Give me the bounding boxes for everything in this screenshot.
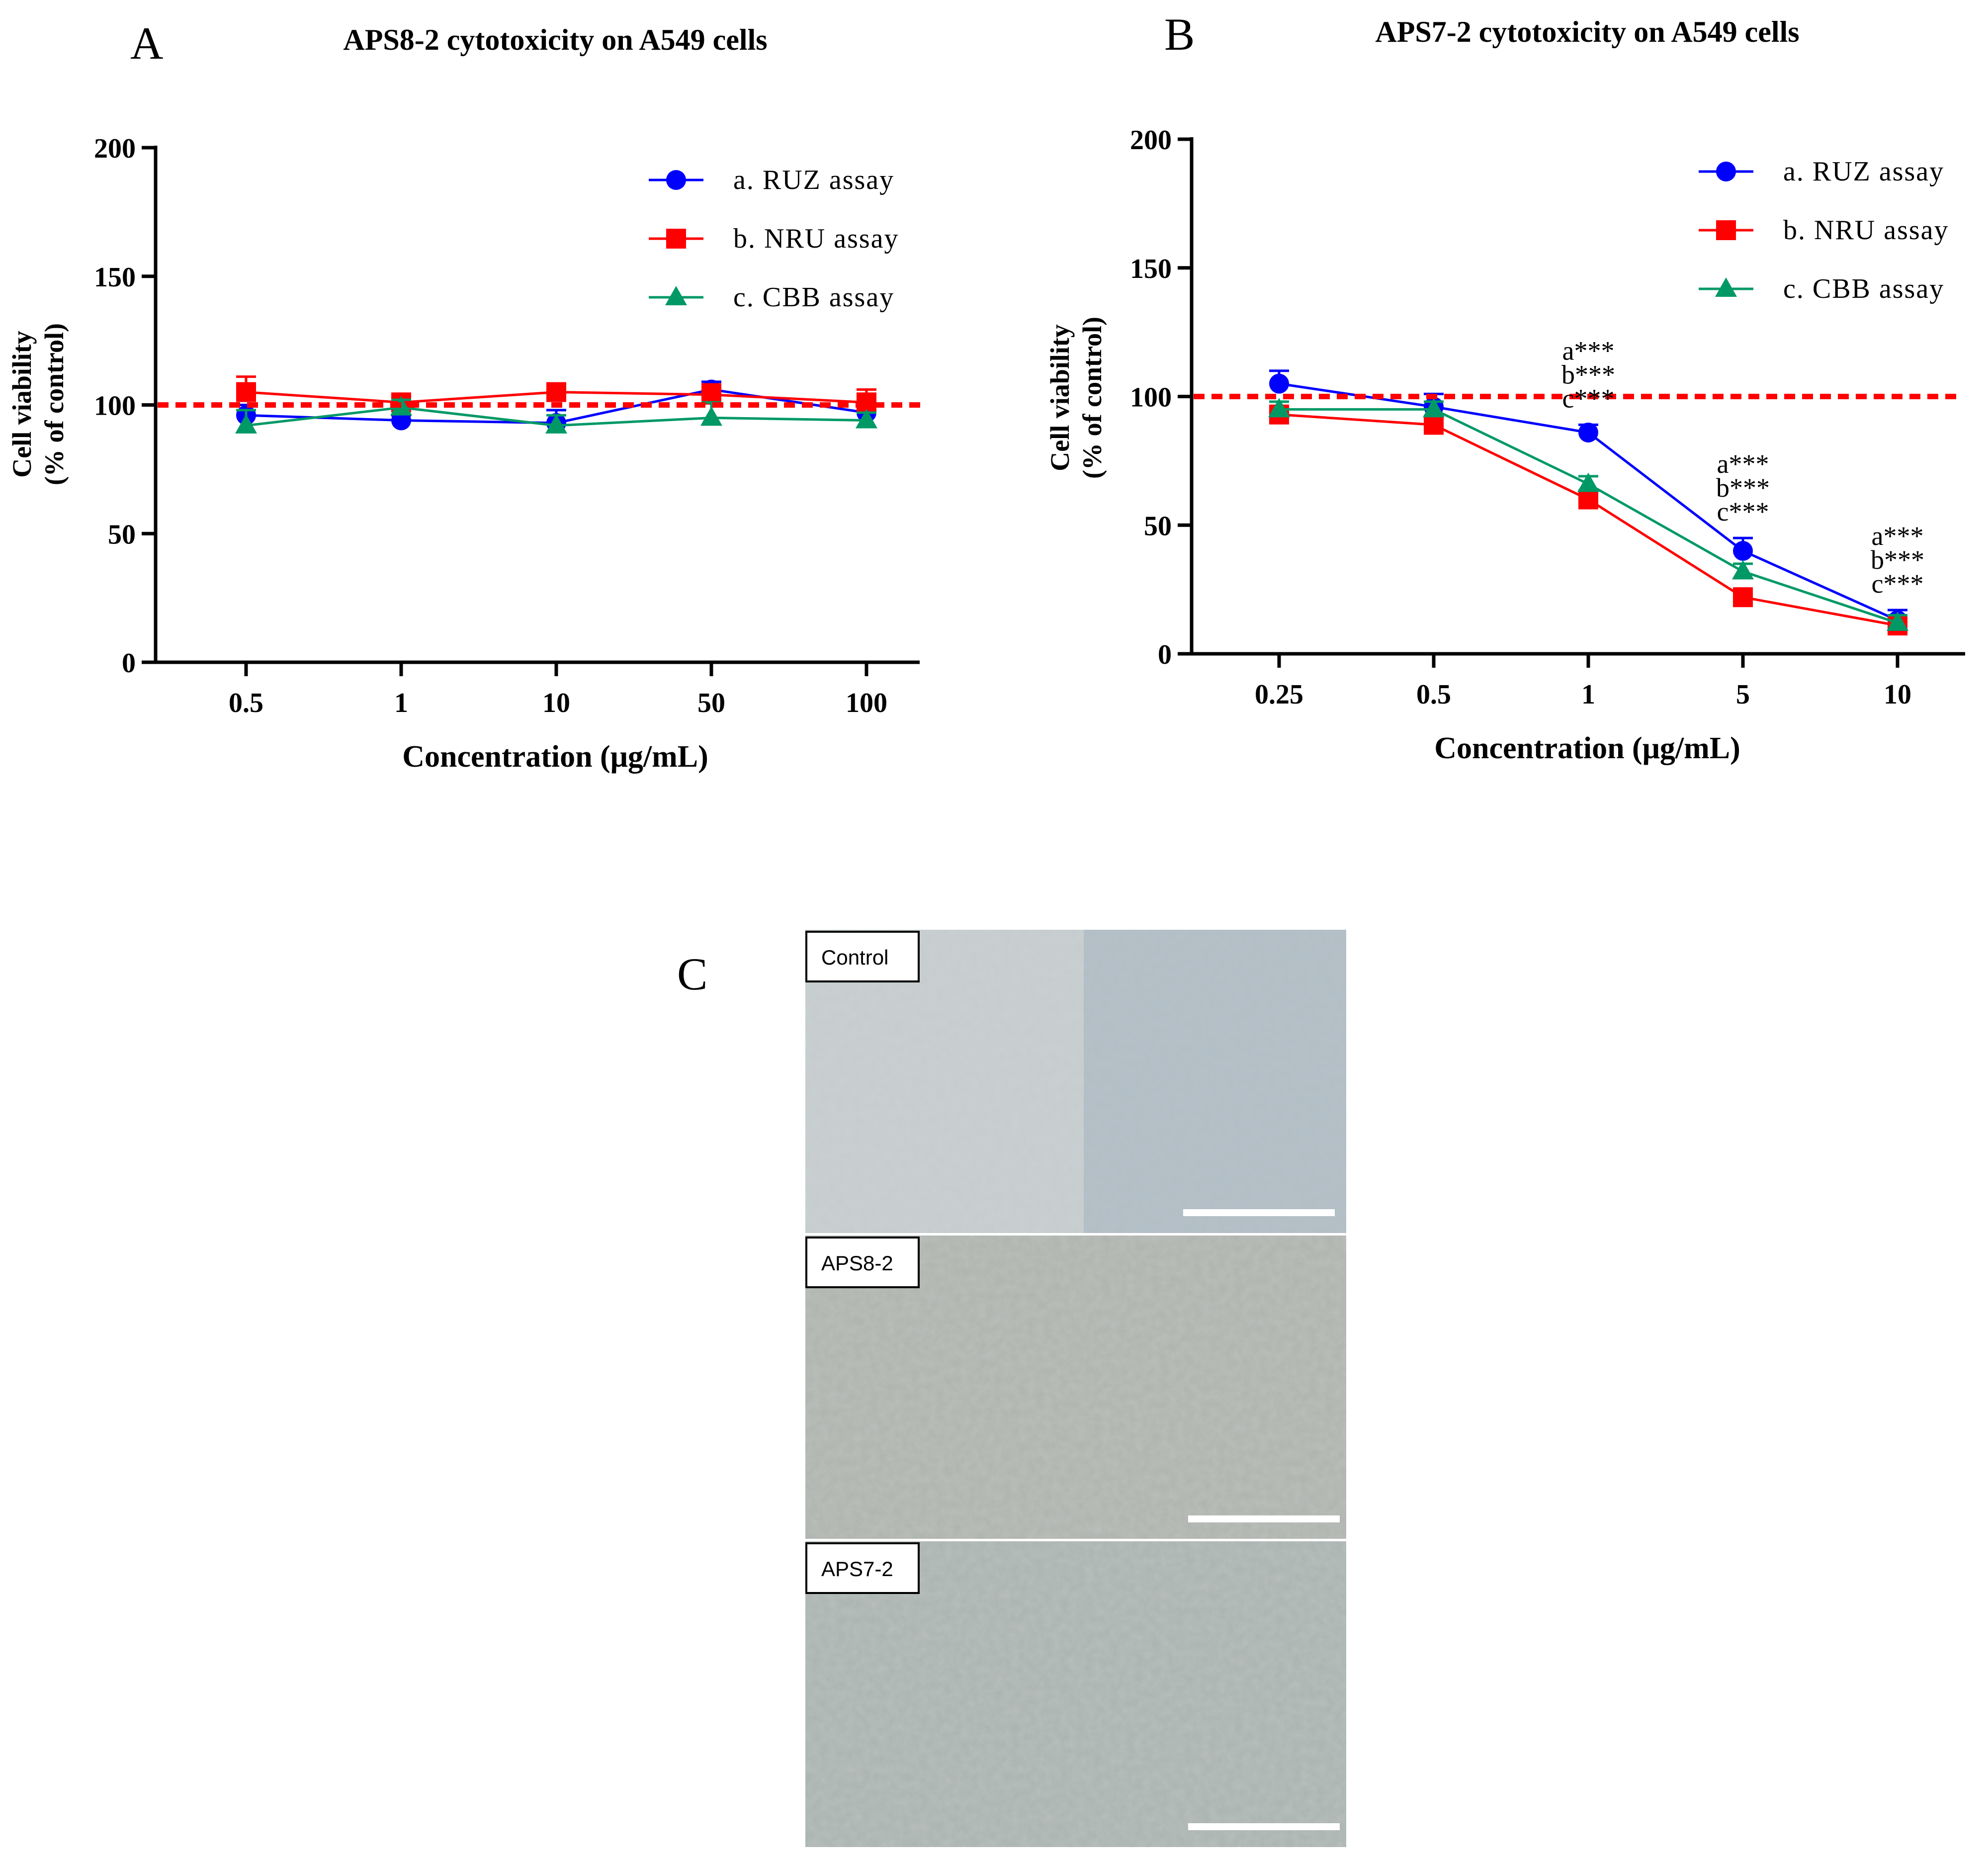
micrograph-control-tint <box>1084 930 1346 1233</box>
panel-a-plot: 0 50 100 150 200 0.5 1 10 50 100 a. RUZ assay b. NR… <box>94 133 921 718</box>
panel-b-marker-circle <box>1269 373 1289 394</box>
panel-a-xtick-label: 10 <box>542 688 570 718</box>
panel-b-xtick-label: 0.25 <box>1255 679 1303 710</box>
micrograph-aps7-2-label: APS7-2 <box>821 1557 893 1581</box>
panel-b-marker-triangle <box>1732 560 1754 580</box>
panel-b-significance-label: c*** <box>1872 569 1924 599</box>
panel-a-xtick-label: 50 <box>697 688 725 718</box>
panel-b-significance-label: a*** <box>1717 449 1769 479</box>
micrograph-control: Control <box>805 930 1346 1233</box>
panel-a-legend-marker-square <box>666 229 686 249</box>
panel-b-xlabel: Concentration (μg/mL) <box>1434 731 1740 765</box>
panel-b-letter: B <box>1164 9 1195 60</box>
panel-c-letter: C <box>677 949 707 999</box>
panel-b-legend-label-3: c. CBB assay <box>1783 273 1944 304</box>
panel-b-marker-square <box>1578 489 1598 510</box>
panel-b-ytick-label: 150 <box>1130 254 1172 284</box>
panel-a-ylabel-line2: (% of control) <box>39 323 69 485</box>
micrograph-aps8-2: APS8-2 <box>805 1236 1346 1539</box>
panel-a-ytick-label: 100 <box>94 391 136 422</box>
panel-b-significance-label: a*** <box>1872 521 1924 551</box>
panel-b-significance-label: c*** <box>1717 497 1769 527</box>
panel-a-xtick-label: 100 <box>846 688 887 718</box>
panel-a-ytick-label: 0 <box>122 648 136 679</box>
micrograph-control-label: Control <box>821 946 888 969</box>
micrograph-aps7-2: APS7-2 <box>805 1541 1346 1847</box>
panel-b-legend-marker-circle <box>1716 162 1736 181</box>
panel-a-ytick-label: 50 <box>108 519 136 550</box>
panel-b-significance-label: b*** <box>1716 473 1770 503</box>
panel-b-title: APS7-2 cytotoxicity on A549 cells <box>1375 15 1799 48</box>
panel-b-legend-marker-triangle <box>1715 277 1737 297</box>
panel-a-legend-marker-triangle <box>665 286 687 305</box>
panel-b-ytick-label: 200 <box>1130 125 1172 156</box>
panel-b-xtick-label: 10 <box>1884 679 1911 710</box>
panel-b-ytick-label: 50 <box>1144 511 1172 541</box>
panel-b-marker-triangle <box>1268 398 1290 418</box>
panel-b-ytick-label: 100 <box>1130 382 1172 413</box>
panel-b-xtick-label: 0.5 <box>1416 679 1451 710</box>
micrograph-aps7-2-scale-bar <box>1188 1823 1340 1830</box>
panel-b-ylabel-line1: Cell viability <box>1045 324 1075 471</box>
panel-b-legend-label-2: b. NRU assay <box>1783 215 1949 246</box>
panel-a-marker-triangle <box>545 414 567 434</box>
micrograph-control-label-box <box>805 931 920 982</box>
panel-b: B APS7-2 cytotoxicity on A549 cells 0 50 1… <box>1045 9 1965 765</box>
panel-a-marker-square <box>236 382 256 402</box>
panel-a-legend-label-2: b. NRU assay <box>733 223 899 254</box>
micrograph-control-scale-bar <box>1183 1209 1335 1216</box>
panel-b-significance-label: c*** <box>1562 383 1615 413</box>
micrograph-aps8-2-label: APS8-2 <box>821 1251 893 1275</box>
panel-b-marker-triangle <box>1423 398 1445 418</box>
panel-b-xtick-label: 1 <box>1581 679 1595 710</box>
panel-a-letter: A <box>130 18 163 69</box>
panel-a-xtick-label: 1 <box>394 688 408 718</box>
panel-a-ylabel-line1: Cell viability <box>7 331 37 478</box>
panel-a-xlabel: Concentration (μg/mL) <box>402 740 708 774</box>
panel-b-marker-triangle <box>1887 611 1908 631</box>
panel-a-legend-label-1: a. RUZ assay <box>733 165 894 195</box>
panel-b-marker-circle <box>1733 541 1753 561</box>
panel-b-marker-square <box>1424 415 1444 435</box>
panel-b-significance-label: b*** <box>1561 359 1615 389</box>
panel-b-plot: 0 50 100 150 200 0.25 0.5 1 5 10 a. RUZ assay b. NR… <box>1130 125 1965 710</box>
panel-a-title: APS8-2 cytotoxicity on A549 cells <box>343 23 767 56</box>
panel-a-marker-triangle <box>235 414 257 434</box>
panel-a-legend-label-3: c. CBB assay <box>733 282 894 313</box>
panel-a-xtick-label: 0.5 <box>229 688 263 718</box>
panel-b-ylabel-line2: (% of control) <box>1077 317 1107 479</box>
panel-a-marker-triangle <box>700 406 722 426</box>
panel-b-legend-label-1: a. RUZ assay <box>1783 156 1944 187</box>
panel-c: C Control APS8-2 APS7-2 <box>677 930 1346 1847</box>
panel-b-ytick-label: 0 <box>1158 639 1172 670</box>
panel-a-ytick-label: 200 <box>94 133 136 164</box>
panel-b-marker-circle <box>1578 422 1598 442</box>
micrograph-aps7-2-label-box <box>805 1542 920 1594</box>
panel-a-ytick-label: 150 <box>94 262 136 293</box>
panel-a-legend-marker-circle <box>666 170 686 190</box>
micrograph-aps8-2-scale-bar <box>1188 1515 1340 1522</box>
panel-a: A APS8-2 cytotoxicity on A549 cells 0 50 1… <box>7 18 921 774</box>
panel-b-xtick-label: 5 <box>1736 679 1750 710</box>
panel-b-significance-label: b*** <box>1871 545 1924 575</box>
panel-b-marker-triangle <box>1577 472 1599 492</box>
panel-b-marker-square <box>1733 587 1753 608</box>
panel-b-series-line-2 <box>1279 413 1898 627</box>
micrograph-aps8-2-label-box <box>805 1237 920 1288</box>
panel-b-significance-label: a*** <box>1562 336 1615 365</box>
panel-a-marker-triangle <box>856 409 877 429</box>
panel-b-legend-marker-square <box>1716 220 1736 240</box>
panel-a-marker-square <box>546 382 566 402</box>
